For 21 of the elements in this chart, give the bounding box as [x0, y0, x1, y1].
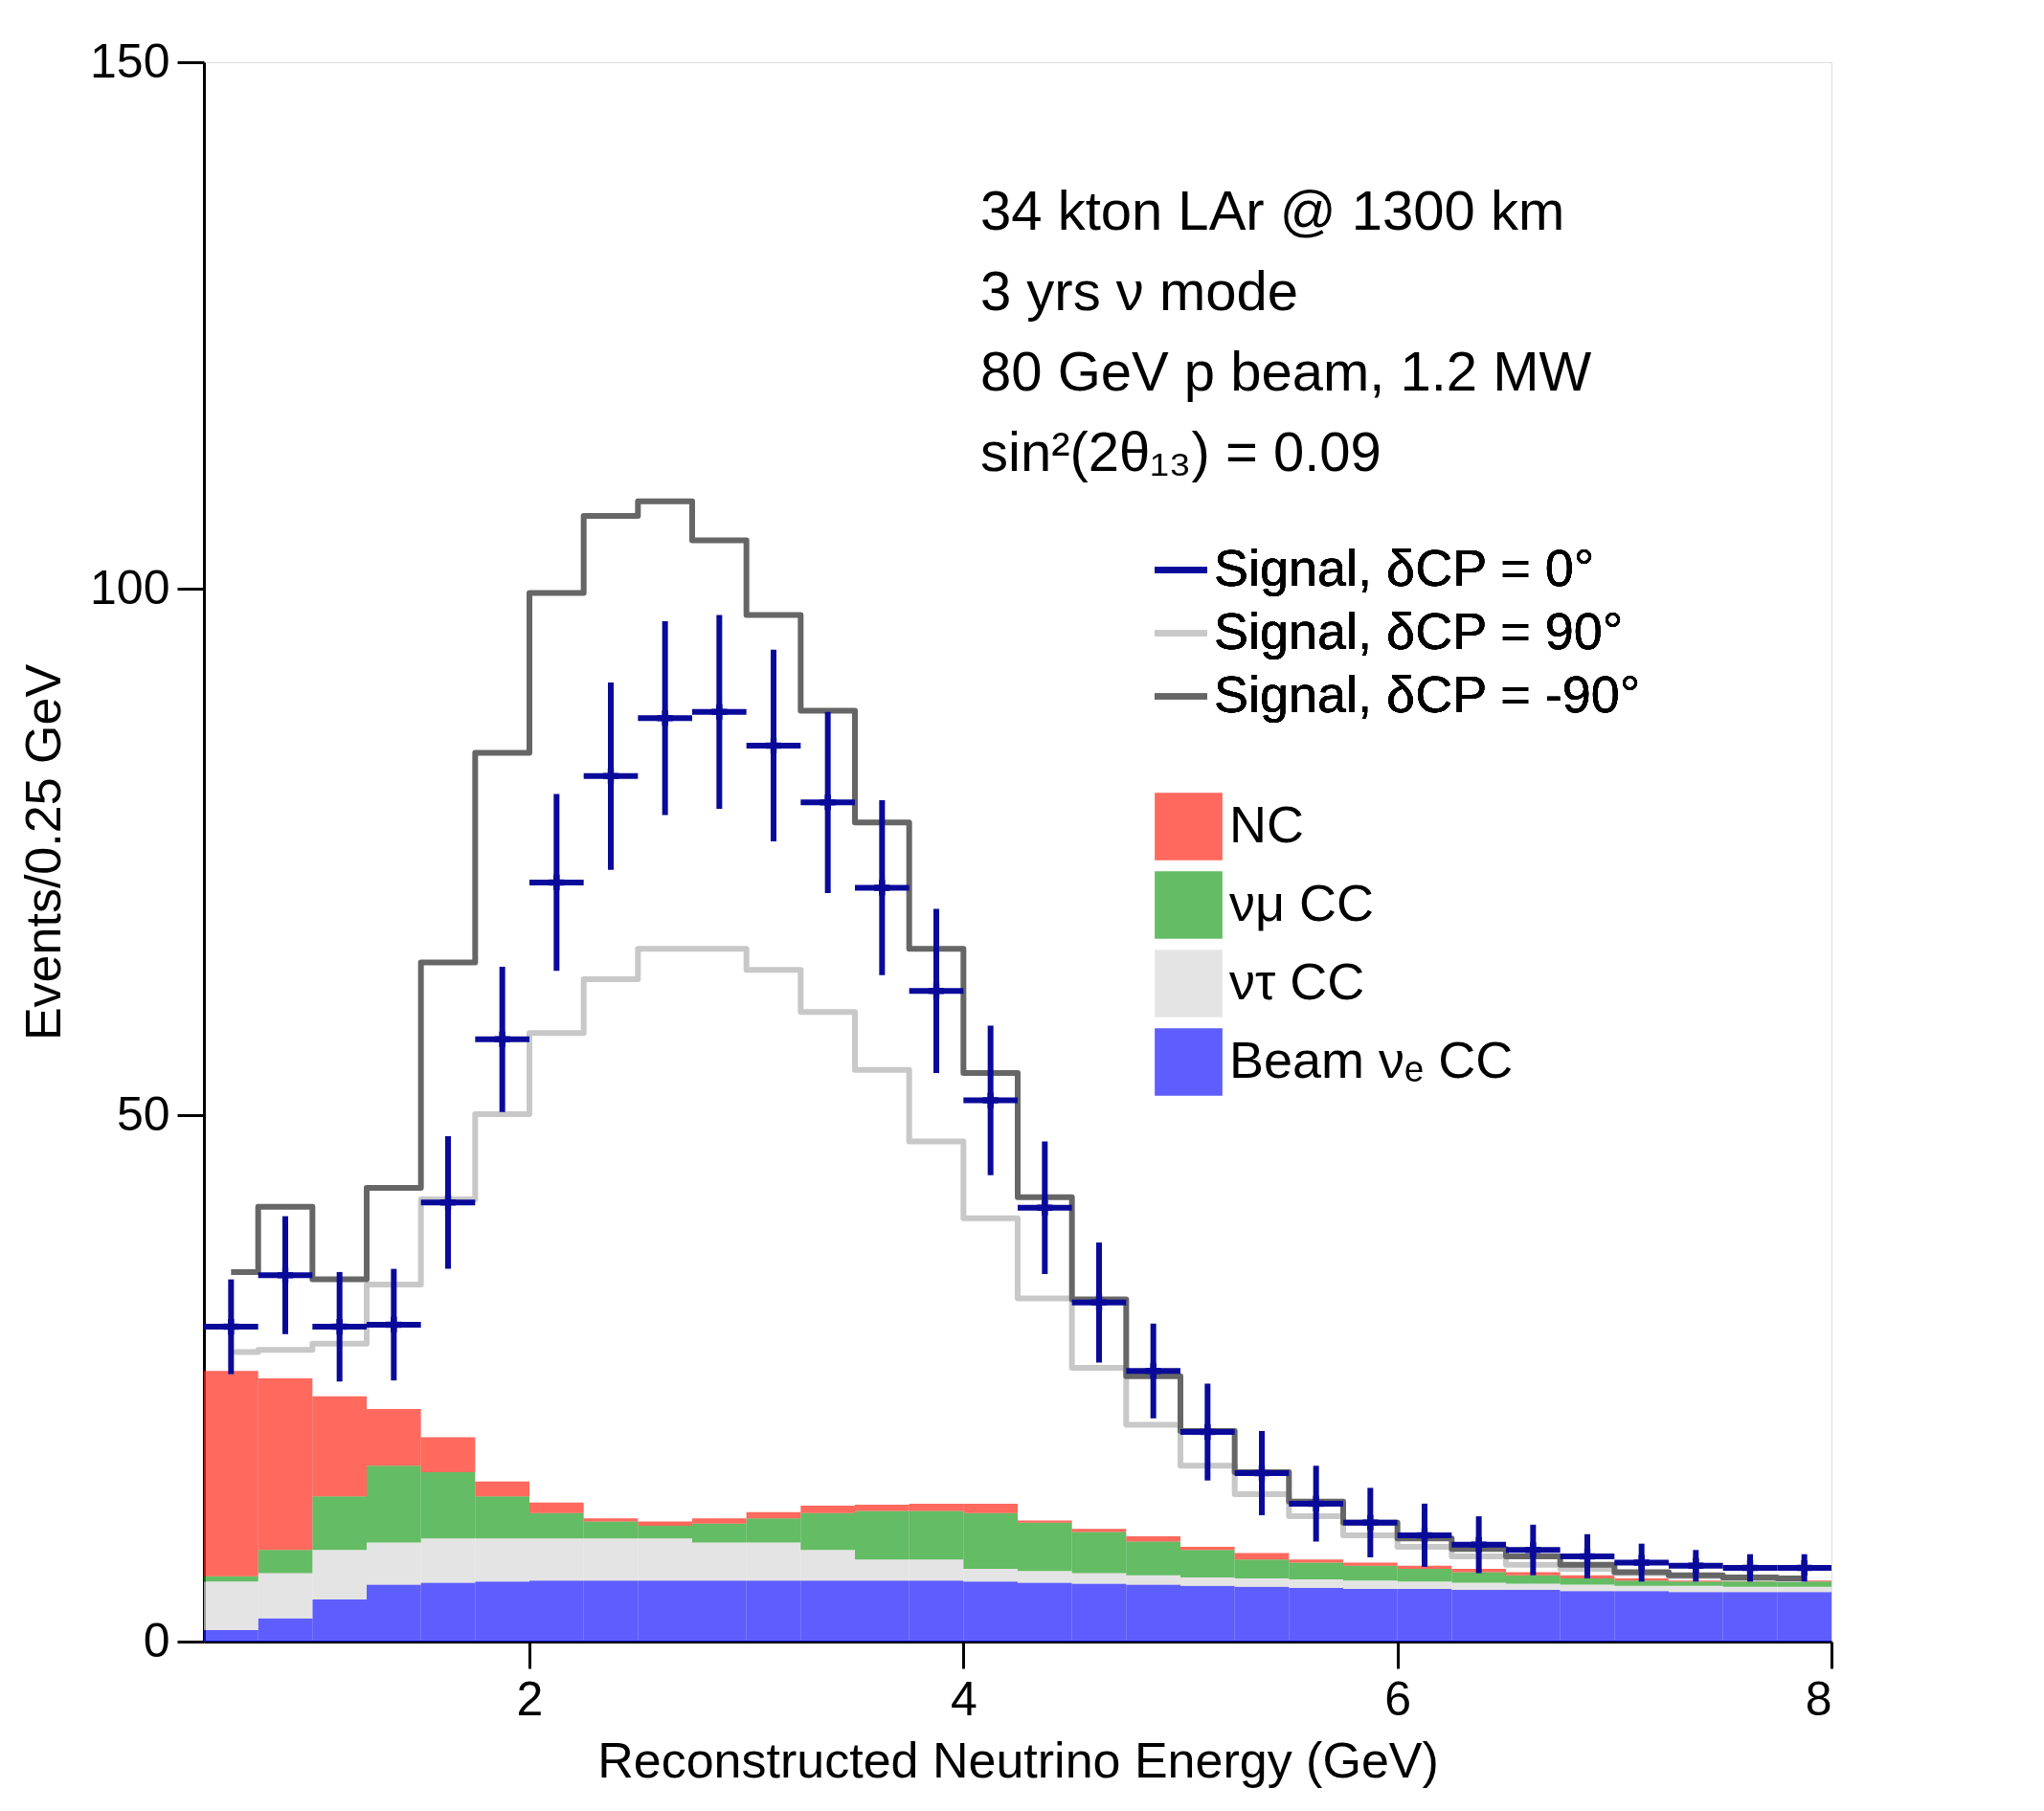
legend-label: Signal, δCP = 0°	[1214, 538, 1595, 596]
x-tick-label: 4	[950, 1671, 977, 1726]
legend-label: NC	[1229, 794, 1304, 853]
legend-label: Beam νₑ CC	[1229, 1030, 1514, 1088]
legend-label: Signal, δCP = -90°	[1214, 664, 1641, 723]
x-tick-label: 2	[516, 1671, 544, 1726]
annotation: 80 GeV p beam, 1.2 MW	[980, 340, 1592, 402]
legend-label: νμ CC	[1229, 873, 1375, 931]
legend-label: Signal, δCP = 90°	[1214, 601, 1624, 660]
x-tick-label: 8	[1805, 1671, 1832, 1726]
annotation: 3 yrs ν mode	[980, 259, 1298, 322]
y-axis-title: Events/0.25 GeV	[15, 663, 72, 1041]
y-tick-label: 100	[90, 560, 170, 615]
legend-label: ντ CC	[1229, 951, 1365, 1010]
y-tick-label: 0	[143, 1613, 170, 1667]
y-tick-label: 50	[116, 1086, 170, 1141]
annotation: sin²(2θ₁₃) = 0.09	[980, 420, 1381, 482]
annotation: 34 kton LAr @ 1300 km	[980, 179, 1565, 241]
y-tick-label: 150	[90, 34, 170, 88]
x-tick-label: 6	[1384, 1671, 1412, 1726]
x-axis-title: Reconstructed Neutrino Energy (GeV)	[597, 1732, 1439, 1788]
